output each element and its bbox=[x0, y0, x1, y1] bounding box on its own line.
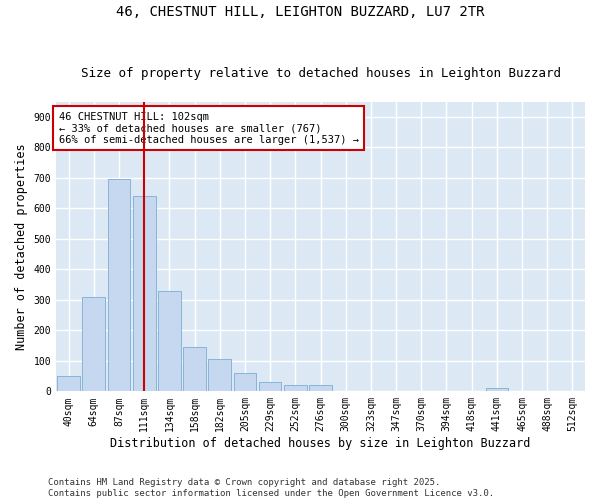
Bar bbox=[309, 385, 332, 392]
Bar bbox=[259, 382, 281, 392]
X-axis label: Distribution of detached houses by size in Leighton Buzzard: Distribution of detached houses by size … bbox=[110, 437, 531, 450]
Bar bbox=[82, 297, 105, 392]
Bar bbox=[233, 373, 256, 392]
Text: 46, CHESTNUT HILL, LEIGHTON BUZZARD, LU7 2TR: 46, CHESTNUT HILL, LEIGHTON BUZZARD, LU7… bbox=[116, 5, 484, 19]
Text: 46 CHESTNUT HILL: 102sqm
← 33% of detached houses are smaller (767)
66% of semi-: 46 CHESTNUT HILL: 102sqm ← 33% of detach… bbox=[59, 112, 359, 145]
Y-axis label: Number of detached properties: Number of detached properties bbox=[15, 143, 28, 350]
Bar bbox=[284, 385, 307, 392]
Bar bbox=[485, 388, 508, 392]
Title: Size of property relative to detached houses in Leighton Buzzard: Size of property relative to detached ho… bbox=[80, 66, 560, 80]
Bar bbox=[133, 196, 155, 392]
Bar bbox=[158, 290, 181, 392]
Bar bbox=[107, 180, 130, 392]
Text: Contains HM Land Registry data © Crown copyright and database right 2025.
Contai: Contains HM Land Registry data © Crown c… bbox=[48, 478, 494, 498]
Bar bbox=[58, 376, 80, 392]
Bar bbox=[183, 347, 206, 392]
Bar bbox=[208, 360, 231, 392]
